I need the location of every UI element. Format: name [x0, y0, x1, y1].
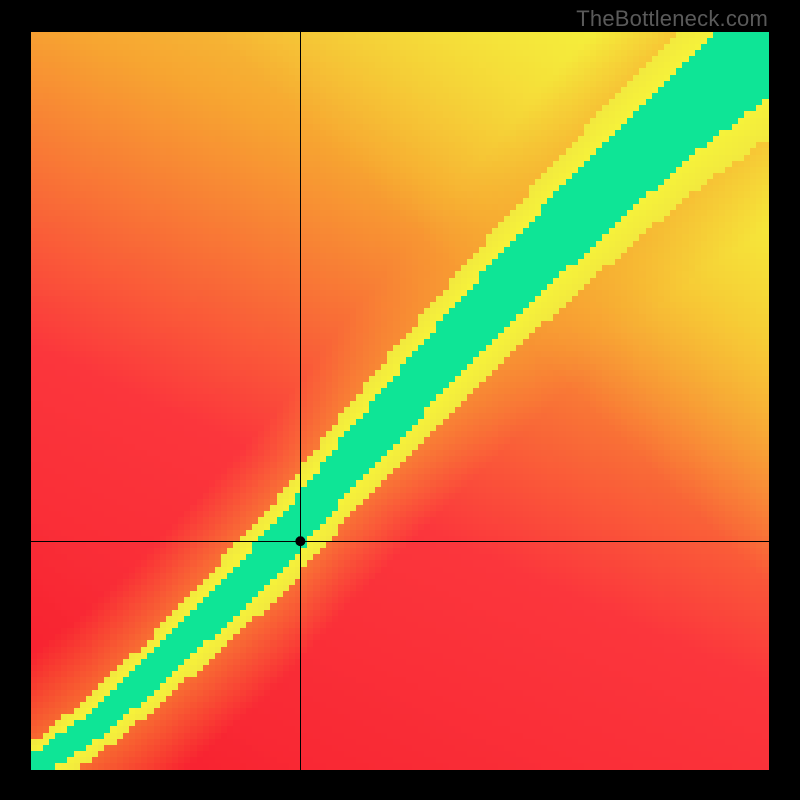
plot-area [31, 32, 769, 770]
heatmap-canvas [31, 32, 769, 770]
chart-frame: TheBottleneck.com [0, 0, 800, 800]
watermark-text: TheBottleneck.com [576, 6, 768, 32]
